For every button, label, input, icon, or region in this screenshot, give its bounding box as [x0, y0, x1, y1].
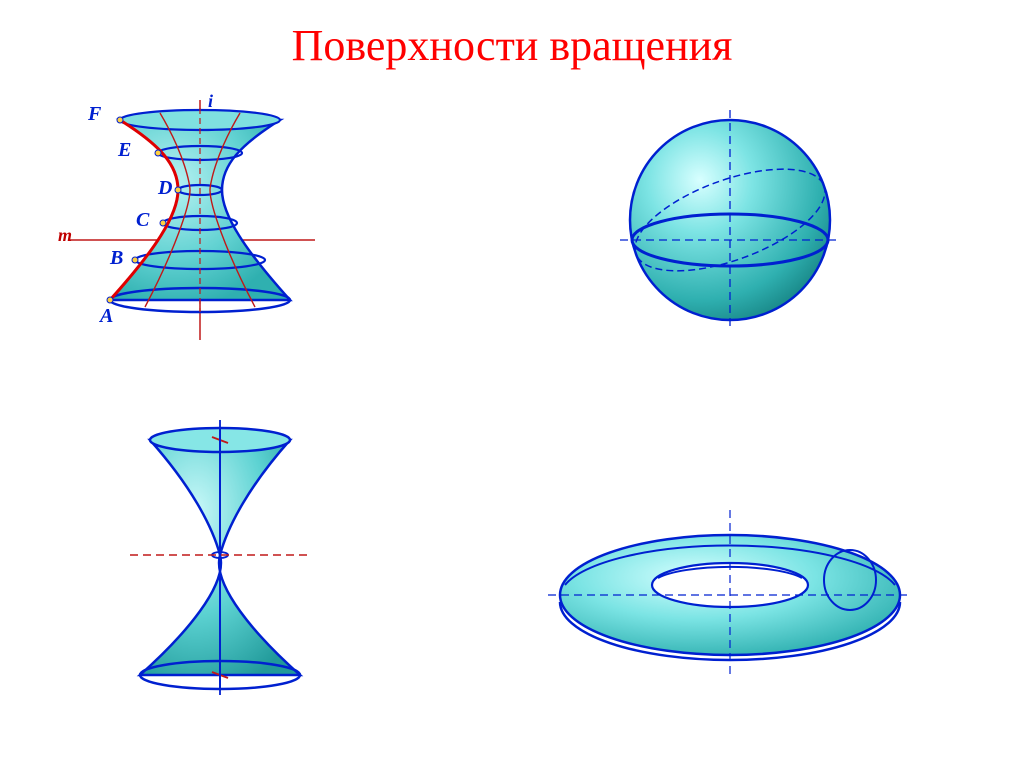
torus-svg [540, 500, 920, 680]
figure-hourglass [110, 415, 330, 705]
point-F [117, 117, 123, 123]
point-label-E: E [118, 139, 131, 162]
axis-label-i: i [208, 91, 213, 112]
generatrix-label-m: m [58, 225, 72, 246]
point-C [160, 220, 166, 226]
point-D [175, 187, 181, 193]
point-B [132, 257, 138, 263]
slide: Поверхности вращения [0, 0, 1024, 768]
title-text: Поверхности вращения [292, 21, 733, 70]
point-label-F: F [88, 103, 101, 126]
sphere-svg [600, 100, 860, 340]
point-label-C: C [136, 209, 149, 232]
figure-torus [540, 500, 920, 680]
point-label-B: B [110, 247, 123, 270]
hourglass-svg [110, 415, 330, 705]
point-A [107, 297, 113, 303]
point-label-D: D [158, 177, 172, 200]
figure-hyperboloid-labeled: i m A B C D E F [30, 95, 320, 345]
hyperboloid-one-sheet-svg [30, 95, 320, 345]
figure-sphere [600, 100, 860, 340]
point-E [155, 150, 161, 156]
page-title: Поверхности вращения [0, 0, 1024, 71]
point-label-A: A [100, 305, 113, 328]
